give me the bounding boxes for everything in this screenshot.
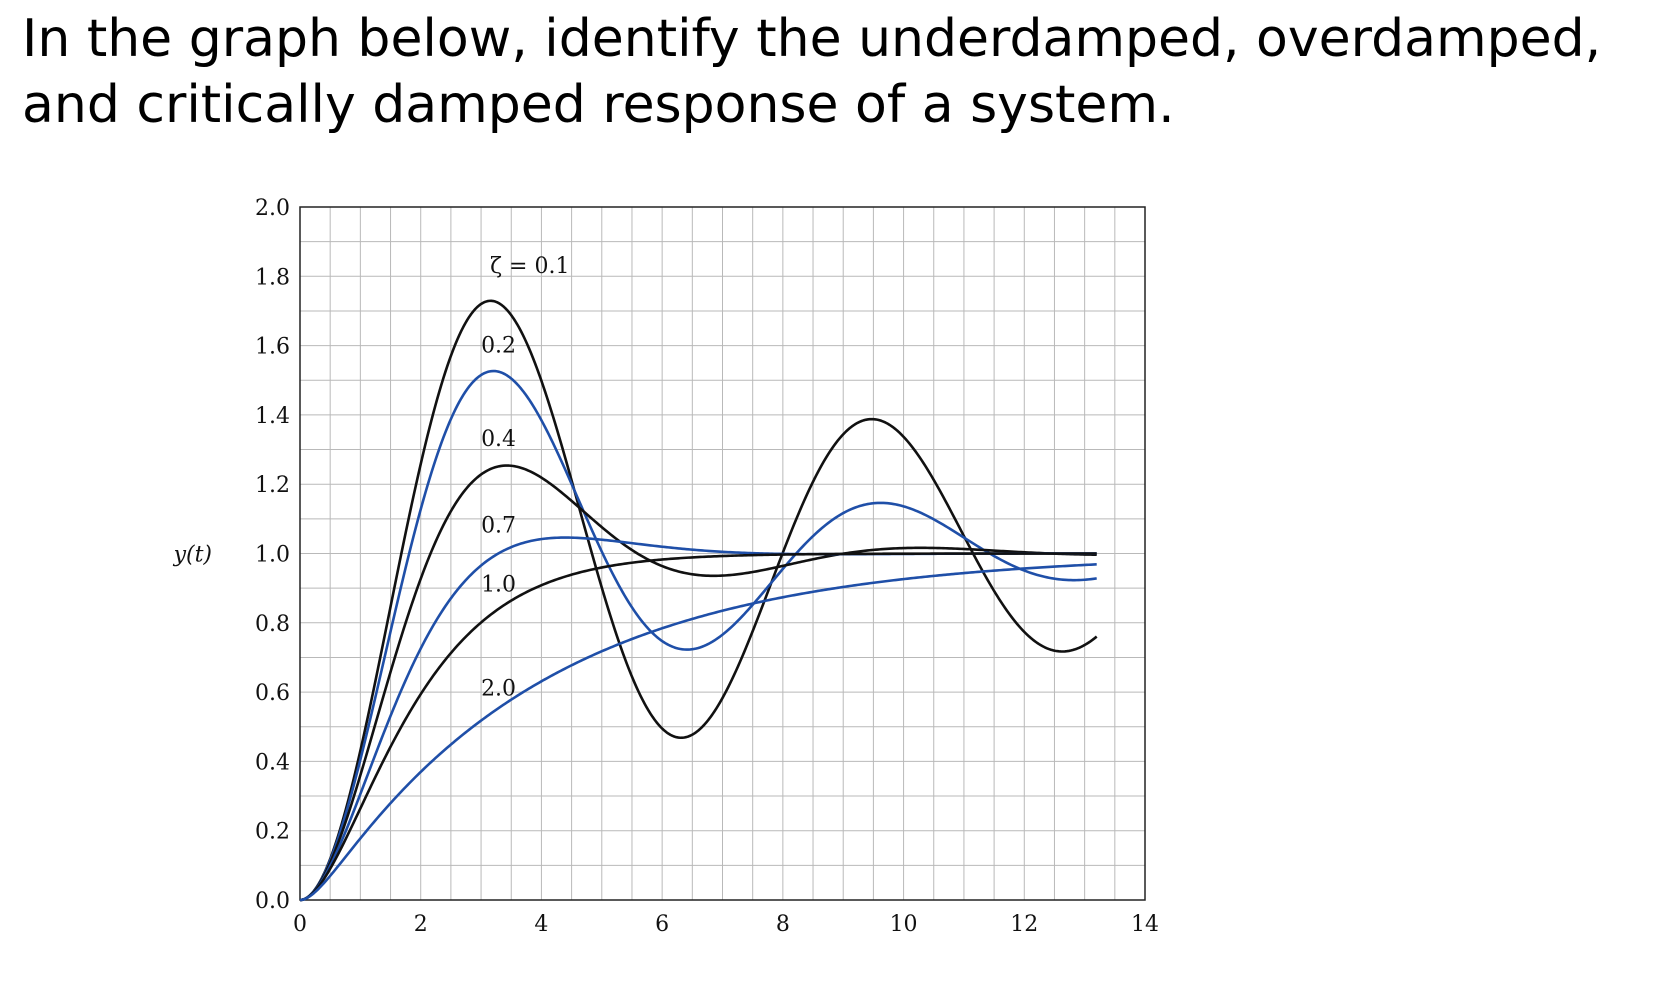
x-tick-label: 14 [1131,912,1159,937]
plot-frame [299,206,1146,901]
y-tick-label: 0.6 [255,681,290,706]
series-label: 1.0 [481,573,516,598]
y-tick-labels: 0.0 0.2 0.4 0.6 0.8 1.0 1.2 1.4 1.6 1.8 2.0 [255,196,290,914]
x-tick-label: 4 [534,912,548,937]
series-labels: ζ = 0.1 0.2 0.4 0.7 1.0 2.0 [481,254,569,702]
series-line-zeta-0-2 [299,369,1097,902]
series-line-zeta-0-4 [299,464,1097,902]
series-label: ζ = 0.1 [490,254,569,279]
series-label: 0.4 [481,427,516,452]
y-tick-label: 1.0 [255,543,290,568]
x-tick-label: 0 [293,912,307,937]
x-tick-label: 10 [890,912,918,937]
y-tick-label: 2.0 [255,196,290,221]
series-lines [299,299,1098,902]
y-tick-label: 1.4 [255,404,290,429]
y-tick-label: 1.2 [255,473,290,498]
series-line-zeta-0-1 [299,299,1098,902]
series-line-zeta-0-7 [299,536,1097,902]
y-tick-label: 1.8 [255,265,290,290]
series-label: 0.7 [481,514,516,539]
y-axis-label: y(t) [173,543,212,568]
series-label: 2.0 [481,677,516,702]
x-tick-label: 12 [1010,912,1038,937]
y-tick-label: 1.6 [255,335,290,360]
y-tick-label: 0.0 [255,889,290,914]
y-tick-label: 0.4 [255,750,290,775]
series-line-zeta-2 [299,563,1097,902]
series-line-zeta-1 [299,552,1097,902]
x-tick-label: 2 [414,912,428,937]
x-tick-label: 8 [776,912,790,937]
y-tick-label: 0.2 [255,820,290,845]
y-tick-label: 0.8 [255,612,290,637]
x-tick-labels: 0 2 4 6 8 10 12 14 [293,912,1159,937]
x-tick-label: 6 [655,912,669,937]
question-text: In the graph below, identify the underda… [22,9,1602,135]
series-label: 0.2 [481,334,516,359]
